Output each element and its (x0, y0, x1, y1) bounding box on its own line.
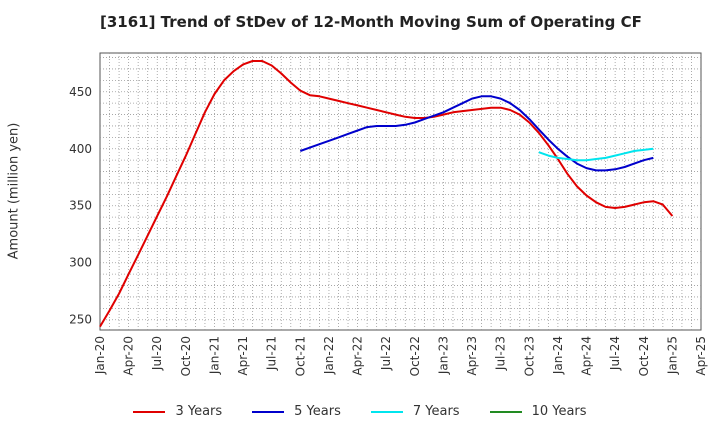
legend-item-7-years: 7 Years (370, 404, 460, 419)
x-tick-label: Jul-23 (494, 336, 508, 371)
x-tick-label: Jan-23 (436, 336, 450, 375)
legend-swatch-5-years (252, 410, 285, 413)
legend-swatch-3-years (133, 410, 166, 413)
x-tick-label: Jan-21 (207, 336, 221, 375)
x-tick-label: Oct-22 (408, 336, 422, 376)
x-tick-label: Jul-22 (379, 336, 393, 371)
x-tick-label: Apr-22 (351, 336, 365, 376)
x-tick-label: Apr-24 (580, 336, 594, 376)
x-tick-label: Oct-23 (522, 336, 536, 376)
series-line-7-years (538, 147, 654, 162)
x-tick-label: Oct-21 (293, 336, 307, 376)
legend-swatch-7-years (370, 410, 403, 413)
x-tick-label: Apr-25 (694, 336, 708, 376)
x-tick-label: Jul-20 (150, 336, 164, 371)
x-tick-label: Apr-20 (122, 336, 136, 376)
y-tick-label: 300 (69, 256, 92, 270)
legend-label-7-years: 7 Years (412, 404, 460, 419)
plot-area (99, 52, 702, 331)
x-tick-label: Oct-20 (179, 336, 193, 376)
x-tick-label: Apr-23 (465, 336, 479, 376)
series-line-3-years (99, 60, 674, 328)
x-tick-label: Jan-25 (665, 336, 679, 375)
x-tick-label: Jan-20 (93, 336, 107, 375)
y-tick-label: 400 (69, 142, 92, 156)
y-tick-label: 250 (69, 313, 92, 327)
legend-label-3-years: 3 Years (175, 404, 223, 419)
x-tick-label: Oct-24 (637, 336, 651, 376)
y-tick-label: 450 (69, 85, 92, 99)
legend: 3 Years 5 Years 7 Years 10 Years (0, 404, 720, 419)
x-tick-label: Jul-21 (265, 336, 279, 371)
legend-label-5-years: 5 Years (294, 404, 341, 419)
x-tick-label: Jan-24 (551, 336, 565, 375)
legend-swatch-10-years (489, 410, 522, 413)
legend-label-10-years: 10 Years (531, 404, 587, 419)
legend-item-3-years: 3 Years (133, 404, 222, 419)
y-tick-label: 350 (69, 199, 92, 213)
x-tick-label: Apr-21 (236, 336, 250, 376)
x-tick-label: Jul-24 (608, 336, 622, 371)
legend-item-10-years: 10 Years (489, 404, 587, 419)
x-tick-label: Jan-22 (322, 336, 336, 375)
legend-item-5-years: 5 Years (252, 404, 341, 419)
series-line-5-years (299, 95, 654, 172)
chart-title: [3161] Trend of StDev of 12-Month Moving… (100, 13, 642, 31)
